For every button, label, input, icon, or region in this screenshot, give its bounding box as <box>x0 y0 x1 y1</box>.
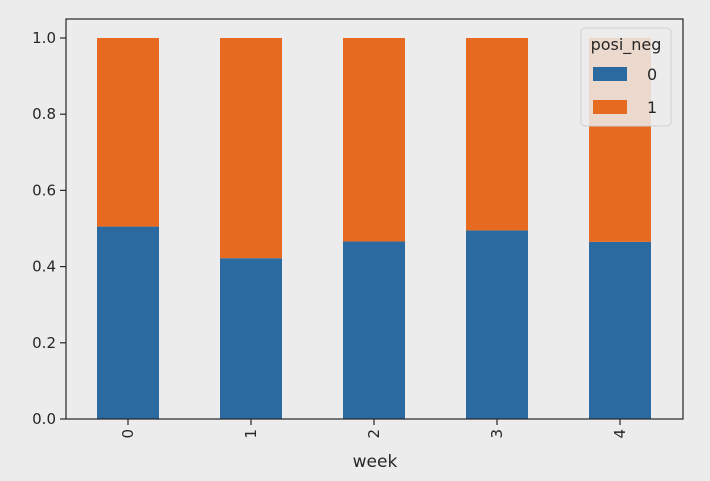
x-axis: 0 1 2 3 4 <box>119 419 629 439</box>
x-tick-label: 2 <box>365 429 383 439</box>
y-tick-label: 0.0 <box>32 410 56 428</box>
bar-week-2-series-0 <box>343 241 405 419</box>
x-tick-label: 0 <box>119 429 137 439</box>
bars-group <box>97 38 651 419</box>
y-tick-label: 0.6 <box>32 181 56 199</box>
y-tick-label: 0.2 <box>32 334 56 352</box>
x-tick-label: 4 <box>611 429 629 439</box>
legend-label-0: 0 <box>647 65 657 84</box>
plot-frame <box>65 18 684 420</box>
legend-title: posi_neg <box>591 35 662 55</box>
legend-label-1: 1 <box>647 98 657 117</box>
y-tick-label: 1.0 <box>32 29 56 47</box>
bar-week-3-series-1 <box>466 38 528 231</box>
legend: posi_neg 0 1 <box>580 27 672 127</box>
bar-week-1-series-0 <box>220 258 282 419</box>
legend-swatch-1 <box>593 100 627 114</box>
x-tick-label: 1 <box>242 429 260 439</box>
bar-week-2-series-1 <box>343 38 405 242</box>
legend-swatch-0 <box>593 67 627 81</box>
bar-week-3-series-0 <box>466 230 528 419</box>
bar-week-1-series-1 <box>220 38 282 259</box>
bar-week-0-series-0 <box>97 226 159 419</box>
y-tick-label: 0.4 <box>32 258 56 276</box>
bar-week-0-series-1 <box>97 38 159 227</box>
x-tick-label: 3 <box>488 429 506 439</box>
bar-week-4-series-0 <box>589 241 651 419</box>
x-axis-label: week <box>353 452 398 472</box>
y-tick-label: 0.8 <box>32 105 56 123</box>
y-axis: 0.0 0.2 0.4 0.6 0.8 1.0 <box>32 29 66 428</box>
